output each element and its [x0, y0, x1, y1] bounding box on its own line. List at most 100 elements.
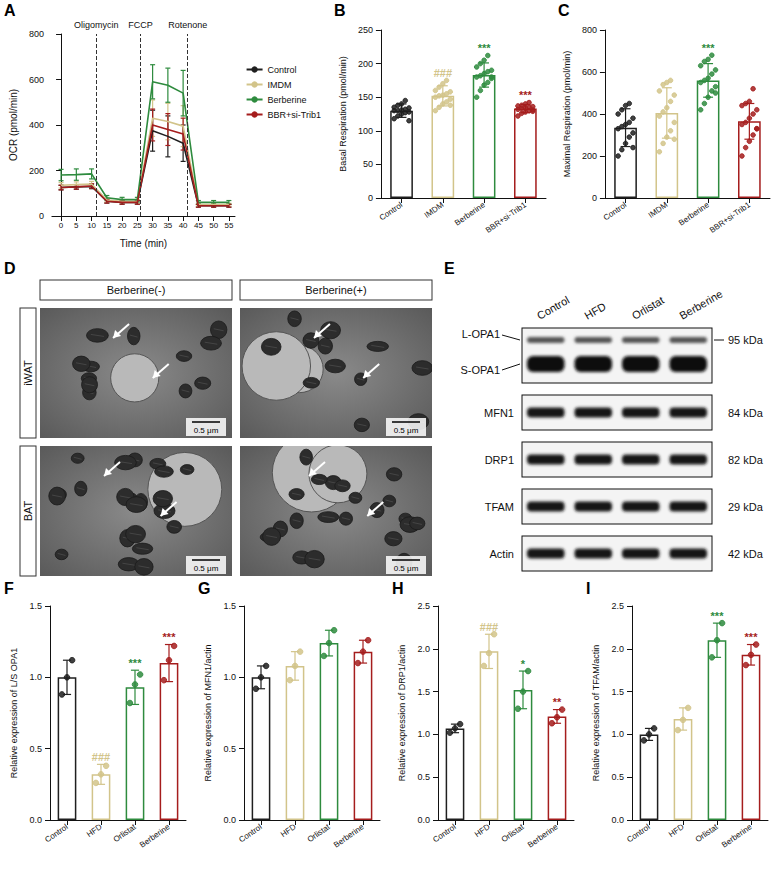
svg-text:0.5: 0.5 [611, 772, 624, 782]
svg-text:HFD: HFD [582, 300, 608, 322]
svg-text:400: 400 [582, 109, 597, 119]
svg-text:0.0: 0.0 [29, 815, 42, 825]
svg-text:0: 0 [59, 221, 64, 230]
svg-text:0: 0 [368, 193, 373, 203]
svg-text:29 kDa: 29 kDa [728, 501, 764, 513]
svg-text:###: ### [92, 751, 110, 763]
svg-text:25: 25 [133, 221, 142, 230]
svg-text:Basal Respiration (pmol/min): Basal Respiration (pmol/min) [338, 56, 348, 172]
svg-text:200: 200 [29, 166, 44, 176]
svg-text:45: 45 [194, 221, 203, 230]
svg-text:0.5 μm: 0.5 μm [194, 564, 219, 573]
svg-text:Berberine: Berberine [720, 822, 754, 850]
svg-text:42 kDa: 42 kDa [728, 548, 764, 560]
svg-text:200: 200 [582, 151, 597, 161]
svg-text:5: 5 [74, 221, 79, 230]
svg-text:HFD: HFD [667, 822, 686, 839]
svg-text:**: ** [553, 696, 562, 708]
svg-text:HFD: HFD [473, 822, 492, 839]
svg-text:2.0: 2.0 [417, 644, 430, 654]
svg-text:Relative expression of TFAM/ac: Relative expression of TFAM/actin [591, 645, 601, 781]
svg-text:Control: Control [268, 65, 297, 75]
svg-text:Oligomycin: Oligomycin [74, 20, 119, 30]
svg-text:Berberine: Berberine [526, 822, 560, 850]
svg-text:IMDM: IMDM [423, 200, 446, 220]
svg-text:BBR+si-Trib1: BBR+si-Trib1 [268, 110, 321, 120]
svg-text:2.0: 2.0 [611, 644, 624, 654]
svg-text:Berberine: Berberine [138, 822, 172, 850]
svg-text:200: 200 [358, 59, 373, 69]
svg-text:0.5: 0.5 [417, 772, 430, 782]
svg-text:IMDM: IMDM [647, 200, 670, 220]
svg-text:0: 0 [592, 193, 597, 203]
svg-text:40: 40 [179, 221, 188, 230]
svg-text:iWAT: iWAT [22, 360, 34, 386]
svg-text:Control: Control [535, 294, 572, 322]
svg-text:###: ### [480, 621, 498, 633]
svg-text:0: 0 [39, 211, 44, 221]
svg-text:FCCP: FCCP [128, 20, 153, 30]
svg-text:10: 10 [87, 221, 96, 230]
svg-text:BBR+si-Trib1: BBR+si-Trib1 [708, 200, 753, 235]
svg-text:1.5: 1.5 [417, 687, 430, 697]
svg-text:15: 15 [102, 221, 111, 230]
svg-text:95 kDa: 95 kDa [728, 334, 764, 346]
svg-text:Berberine(-): Berberine(-) [107, 284, 166, 296]
svg-text:Control: Control [237, 822, 263, 844]
svg-text:***: *** [478, 42, 492, 54]
svg-text:800: 800 [29, 29, 44, 39]
svg-text:Rotenone: Rotenone [168, 20, 207, 30]
svg-text:Actin: Actin [490, 548, 514, 560]
svg-text:0.0: 0.0 [417, 815, 430, 825]
svg-text:0.5: 0.5 [29, 744, 42, 754]
svg-text:1.0: 1.0 [417, 729, 430, 739]
svg-text:0.5 μm: 0.5 μm [394, 426, 419, 435]
svg-text:50: 50 [363, 159, 373, 169]
svg-text:***: *** [702, 42, 716, 54]
svg-text:***: *** [745, 631, 759, 643]
svg-text:Control: Control [43, 822, 69, 844]
svg-text:0.0: 0.0 [611, 815, 624, 825]
svg-text:DRP1: DRP1 [485, 454, 514, 466]
svg-text:***: *** [711, 610, 725, 622]
svg-text:55: 55 [224, 221, 233, 230]
svg-text:250: 250 [358, 25, 373, 35]
svg-text:1.0: 1.0 [223, 672, 236, 682]
svg-text:BBR+si-Trib1: BBR+si-Trib1 [484, 200, 529, 235]
svg-text:*: * [521, 658, 526, 670]
svg-text:Berberine: Berberine [677, 287, 724, 321]
svg-text:Berberine: Berberine [677, 200, 711, 228]
svg-text:Berberine: Berberine [332, 822, 366, 850]
svg-text:Orlistat: Orlistat [500, 822, 527, 844]
svg-text:50: 50 [209, 221, 218, 230]
svg-text:Control: Control [378, 200, 404, 222]
svg-text:Control: Control [431, 822, 457, 844]
svg-text:1.5: 1.5 [223, 601, 236, 611]
svg-text:BAT: BAT [22, 500, 34, 521]
svg-text:Orlistat: Orlistat [630, 294, 666, 322]
svg-text:OCR (pmol/min): OCR (pmol/min) [8, 89, 19, 161]
svg-text:0.5 μm: 0.5 μm [394, 564, 419, 573]
svg-text:0.5 μm: 0.5 μm [194, 426, 219, 435]
svg-text:Control: Control [625, 822, 651, 844]
svg-text:Orlistat: Orlistat [112, 822, 139, 844]
svg-text:800: 800 [582, 25, 597, 35]
svg-text:150: 150 [358, 92, 373, 102]
svg-text:***: *** [519, 89, 533, 101]
svg-text:600: 600 [582, 67, 597, 77]
svg-text:***: *** [129, 657, 143, 669]
svg-text:Berberine: Berberine [453, 200, 487, 228]
svg-text:Relative expression of MFN1/ac: Relative expression of MFN1/actin [203, 644, 213, 781]
svg-text:0.0: 0.0 [223, 815, 236, 825]
svg-text:2.5: 2.5 [417, 601, 430, 611]
svg-text:Relative expression of DRP1/ac: Relative expression of DRP1/actin [397, 645, 407, 782]
svg-text:TFAM: TFAM [485, 501, 514, 513]
svg-text:1.5: 1.5 [29, 601, 42, 611]
svg-text:HFD: HFD [279, 822, 298, 839]
svg-text:20: 20 [118, 221, 127, 230]
svg-text:1.0: 1.0 [611, 729, 624, 739]
svg-text:30: 30 [148, 221, 157, 230]
svg-text:600: 600 [29, 75, 44, 85]
svg-text:Orlistat: Orlistat [694, 822, 721, 844]
svg-text:1.5: 1.5 [611, 687, 624, 697]
